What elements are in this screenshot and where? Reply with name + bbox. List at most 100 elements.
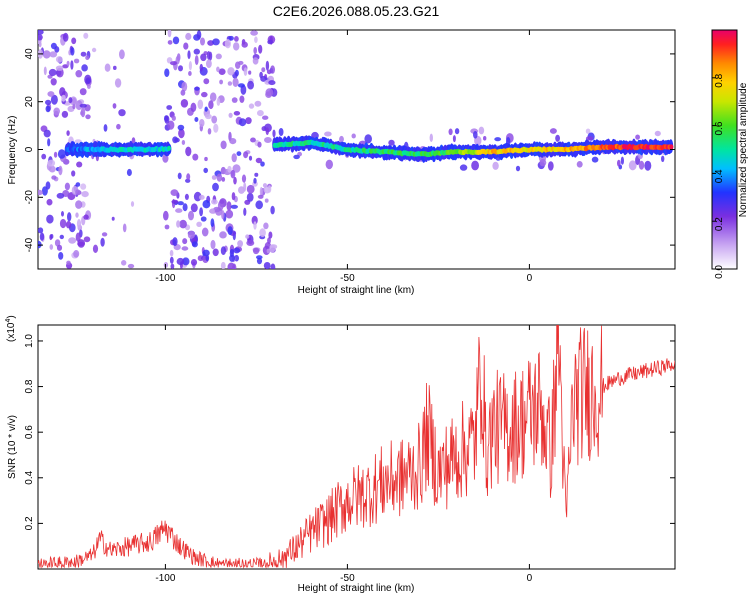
noise-blob [70, 60, 74, 70]
y-multiplier: (x104) [5, 315, 17, 342]
noise-blob [172, 237, 178, 247]
noise-blob [208, 100, 214, 110]
y-tick-label: 0 [24, 146, 35, 152]
noise-blob [121, 260, 127, 266]
noise-blob [585, 128, 591, 134]
noise-blob [203, 167, 208, 174]
noise-blob [184, 193, 189, 200]
noise-blob [234, 254, 240, 262]
noise-blob [103, 124, 108, 132]
noise-blob [127, 263, 135, 269]
noise-blob [164, 115, 170, 124]
top-x-axis-label: Height of straight line (km) [298, 285, 415, 296]
noise-blob [61, 94, 66, 102]
noise-blob [180, 99, 189, 108]
noise-blob [351, 133, 356, 139]
noise-blob [61, 211, 64, 217]
noise-blob [216, 173, 223, 182]
noise-blob [253, 221, 257, 230]
noise-blob [248, 103, 255, 109]
noise-blob [55, 65, 64, 71]
noise-blob [79, 103, 88, 108]
noise-blob [77, 239, 85, 248]
noise-blob [83, 214, 89, 220]
noise-blob [555, 134, 560, 142]
noise-blob [45, 105, 51, 113]
noise-blob [194, 55, 199, 66]
noise-blob [38, 189, 43, 196]
y-multiplier-exponent: 4 [5, 319, 12, 323]
noise-blob [179, 219, 187, 229]
noise-blob [257, 141, 262, 148]
noise-blob [233, 42, 240, 51]
noise-blob [100, 237, 105, 247]
noise-blob [234, 36, 239, 42]
noise-blob [66, 60, 70, 67]
y-multiplier-close: ) [6, 315, 17, 318]
noise-blob [237, 240, 244, 248]
noise-blob [219, 79, 224, 85]
noise-blob [452, 135, 456, 143]
noise-blob [478, 126, 485, 135]
noise-blob [254, 172, 259, 177]
noise-blob [215, 53, 222, 60]
noise-blob [104, 63, 111, 72]
ridge-cell [669, 144, 674, 150]
noise-blob [459, 164, 468, 171]
noise-blob [231, 153, 237, 163]
noise-blob [49, 244, 54, 250]
noise-blob [227, 165, 232, 173]
noise-blob [203, 78, 210, 85]
noise-blob [170, 61, 177, 66]
noise-blob [169, 256, 174, 264]
noise-blob [549, 128, 557, 134]
noise-blob [661, 155, 665, 162]
noise-blob [237, 83, 245, 88]
noise-blob [210, 218, 215, 228]
noise-blob [231, 192, 236, 201]
top-y-ticks: -40 -20 0 20 40 [24, 48, 675, 252]
spectrogram-ridge [64, 135, 674, 163]
noise-blob [186, 173, 191, 181]
noise-blob [235, 61, 241, 69]
noise-blob [66, 130, 70, 136]
noise-blob [229, 254, 236, 262]
noise-blob [101, 232, 108, 237]
noise-blob [47, 91, 55, 97]
noise-blob [228, 112, 233, 118]
noise-blob [51, 175, 57, 180]
noise-blob [171, 115, 176, 121]
noise-blob [219, 231, 227, 239]
noise-blob [576, 161, 583, 168]
noise-blob [197, 99, 204, 110]
noise-blob [254, 100, 262, 107]
noise-blob [80, 107, 86, 118]
colorbar-tick-label: 0.0 [714, 265, 725, 279]
x-tick-label: 0 [527, 573, 533, 584]
x-tick-label: -50 [340, 573, 355, 584]
colorbar-tick-label: 0.4 [714, 169, 725, 183]
noise-blob [112, 103, 117, 109]
noise-blob [49, 51, 58, 58]
noise-blob [267, 185, 272, 193]
noise-blob [206, 59, 212, 68]
noise-blob [262, 115, 269, 120]
y-tick-label: 1.0 [24, 334, 35, 348]
noise-blob [243, 67, 248, 76]
noise-blob [76, 219, 82, 229]
noise-blob [201, 91, 208, 98]
noise-blob [278, 128, 284, 136]
noise-blob [180, 89, 186, 96]
noise-blob [191, 241, 198, 248]
noise-blob [227, 67, 235, 76]
noise-blob [257, 110, 264, 117]
noise-blob [246, 192, 254, 202]
noise-blob [53, 107, 60, 116]
noise-blob [54, 239, 61, 247]
noise-blob [227, 226, 233, 236]
noise-blob [231, 97, 238, 103]
colorbar: 0.0 0.2 0.4 0.6 0.8 Normalized spectral ampl… [711, 29, 749, 279]
noise-blob [448, 128, 453, 136]
noise-blob [85, 55, 90, 60]
noise-blob [267, 39, 273, 45]
